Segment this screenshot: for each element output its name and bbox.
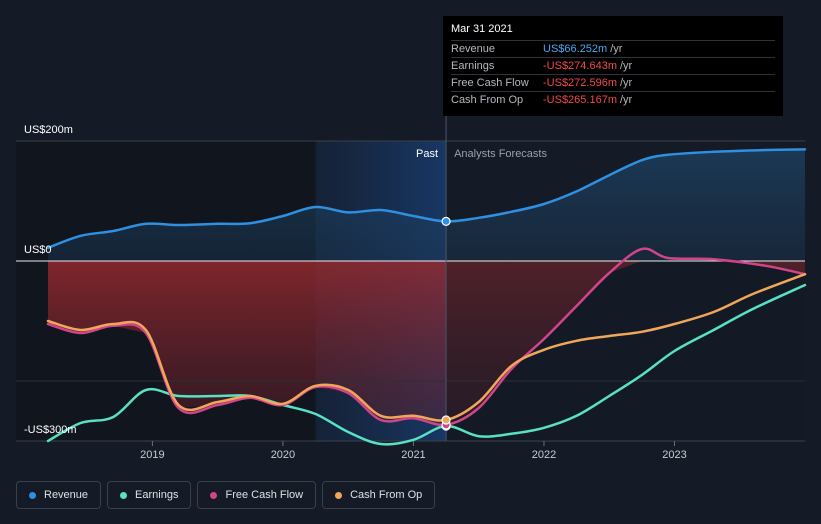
- x-tick-label: 2020: [271, 449, 295, 461]
- tooltip-value: -US$272.596m: [543, 77, 617, 89]
- cash-from-op-line: [46, 272, 807, 422]
- tooltip-row-revenue: Revenue US$66.252m /yr: [451, 40, 775, 57]
- legend-label: Earnings: [135, 489, 179, 501]
- revenue-area: [48, 149, 805, 261]
- revenue-marker: [441, 216, 451, 226]
- tooltip-unit: /yr: [620, 77, 633, 89]
- legend-label: Free Cash Flow: [225, 489, 304, 501]
- legend: Revenue Earnings Free Cash Flow Cash Fro…: [16, 481, 436, 509]
- tooltip-value: -US$265.167m: [543, 94, 617, 106]
- negative-area: [48, 261, 805, 425]
- earnings-line: [46, 283, 807, 446]
- legend-item-earnings[interactable]: Earnings: [107, 481, 192, 509]
- tooltip: Mar 31 2021 Revenue US$66.252m /yr Earni…: [443, 16, 783, 116]
- tooltip-label: Cash From Op: [451, 94, 524, 106]
- x-tick-label: 2023: [662, 449, 686, 461]
- tooltip-row-free-cash-flow: Free Cash Flow -US$272.596m /yr: [451, 74, 775, 91]
- tooltip-date: Mar 31 2021: [451, 23, 513, 35]
- tooltip-unit: /yr: [620, 94, 633, 106]
- tooltip-value: US$66.252m: [543, 43, 608, 55]
- tooltip-row-cash-from-op: Cash From Op -US$265.167m /yr: [451, 91, 775, 108]
- legend-item-revenue[interactable]: Revenue: [16, 481, 102, 509]
- y-tick-label-minus-300: -US$300m: [24, 424, 77, 436]
- legend-label: Revenue: [44, 489, 89, 501]
- x-tick-label: 2022: [532, 449, 556, 461]
- tooltip-label: Earnings: [451, 60, 495, 72]
- x-tick-label: 2021: [401, 449, 425, 461]
- revenue-line: [46, 148, 807, 250]
- legend-label: Cash From Op: [350, 489, 423, 501]
- tooltip-unit: /yr: [620, 60, 633, 72]
- tooltip-label: Free Cash Flow: [451, 77, 529, 89]
- y-tick-label-200: US$200m: [24, 124, 73, 136]
- tooltip-unit: /yr: [610, 43, 623, 55]
- cash-from-op-marker: [441, 415, 451, 425]
- tooltip-row-earnings: Earnings -US$274.643m /yr: [451, 57, 775, 74]
- legend-item-free-cash-flow[interactable]: Free Cash Flow: [197, 481, 317, 509]
- free-cash-flow-dot-icon: [210, 491, 218, 499]
- earnings-dot-icon: [120, 491, 128, 499]
- x-tick-label: 2019: [140, 449, 164, 461]
- forecast-label: Analysts Forecasts: [454, 148, 547, 160]
- tooltip-value: -US$274.643m: [543, 60, 617, 72]
- cash-from-op-dot-icon: [335, 491, 343, 499]
- revenue-dot-icon: [29, 491, 36, 499]
- forecast-shade: [446, 261, 805, 441]
- past-label: Past: [416, 148, 438, 160]
- y-tick-label-0: US$0: [24, 244, 52, 256]
- legend-item-cash-from-op[interactable]: Cash From Op: [322, 481, 436, 509]
- tooltip-label: Revenue: [451, 43, 496, 55]
